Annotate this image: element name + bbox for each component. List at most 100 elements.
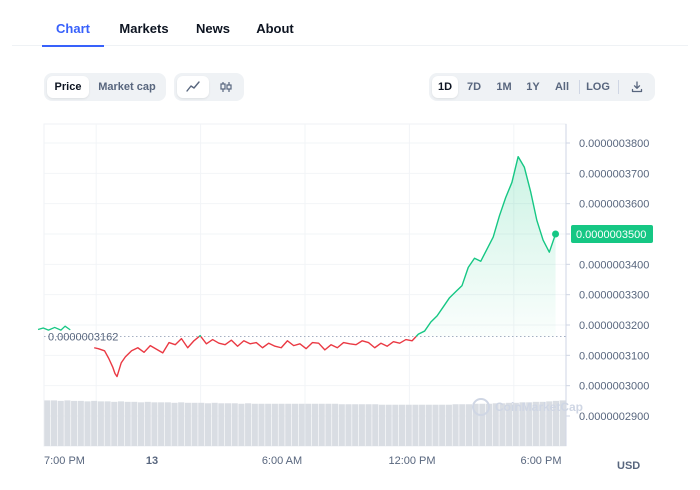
volume-bar [171,402,178,446]
y-tick-label: 0.0000002900 [579,411,649,423]
volume-bar [425,404,432,446]
y-tick-label: 0.0000003300 [579,290,649,302]
tab-markets[interactable]: Markets [119,21,169,36]
candlestick-chart-button[interactable] [211,76,241,98]
y-tick-label: 0.0000003400 [579,259,649,271]
line-chart-button[interactable] [177,76,209,98]
volume-bar [519,402,526,446]
volume-bar [131,401,138,446]
volume-bar [385,404,392,446]
x-tick-label: 13 [146,455,158,467]
y-tick-label: 0.0000003700 [579,168,649,180]
volume-bar [539,401,546,446]
volume-bar [245,403,252,446]
current-price-badge [571,225,653,243]
current-price-dot [552,230,560,238]
price-toggle-button[interactable]: Price [47,76,89,98]
range-7d-button[interactable]: 7D [466,81,482,93]
volume-bar [231,403,238,446]
active-tab-indicator [42,45,104,47]
volume-bar [158,402,165,446]
volume-bar [479,403,486,446]
volume-bar [57,400,64,446]
volume-bar [472,403,479,446]
current-price-label: 0.0000003500 [576,229,646,241]
watermark-text: CoinMarketCap [495,400,583,414]
volume-bar [398,404,406,446]
volume-bar [532,401,539,446]
volume-bar [352,404,359,446]
range-all-button[interactable]: All [554,81,570,93]
range-divider [579,80,580,94]
pre-period-price-line [37,325,71,331]
volume-bar [258,403,265,446]
volume-bar [124,401,131,446]
y-tick-label: 0.0000003200 [579,320,649,332]
volume-bar [552,400,560,446]
volume-bar [419,404,426,446]
y-tick-label: 0.0000003100 [579,350,649,362]
volume-bar [506,402,513,446]
volume-bar [204,403,212,446]
range-1d-button[interactable]: 1D [432,76,458,98]
tab-about[interactable]: About [256,21,294,36]
download-button[interactable] [623,76,651,98]
price-line-up [415,155,557,338]
candlestick-icon [220,82,232,92]
volume-bar [64,400,71,446]
volume-bar [372,404,379,446]
x-tick-label: 6:00 AM [262,455,302,467]
volume-bar [459,404,466,446]
volume-bar [298,403,305,446]
volume-bar [358,404,365,446]
volume-bar [91,400,98,446]
range-1m-button[interactable]: 1M [496,81,512,93]
range-divider [618,80,619,94]
volume-bar [285,403,292,446]
volume-bar [512,402,519,446]
x-tick-label: 12:00 PM [388,455,435,467]
volume-bar [184,402,191,446]
x-tick-label: 7:00 PM [44,455,85,467]
volume-bar [211,402,218,446]
price-line-up [198,334,202,338]
volume-bar [465,404,473,446]
volume-bar [345,404,352,446]
range-1y-button[interactable]: 1Y [526,81,540,93]
volume-bar [392,404,399,446]
volume-bar [485,403,493,446]
line-chart-icon [186,81,200,92]
volume-bar [137,402,145,446]
volume-bar [365,404,372,446]
tab-news[interactable]: News [196,21,230,36]
volume-bar [546,401,553,446]
volume-bar [445,404,452,446]
volume-bar [71,400,78,446]
volume-bar [104,401,111,446]
download-icon [631,81,643,93]
volume-bar [224,403,232,446]
tab-chart[interactable]: Chart [42,12,104,47]
currency-label: USD [617,460,641,472]
volume-bar [178,402,185,446]
volume-bar [311,403,319,446]
volume-bar [325,403,332,446]
volume-bar [84,401,91,446]
volume-bar [405,404,412,446]
volume-bar [526,402,533,446]
volume-bar [144,401,151,446]
market-cap-toggle-button[interactable]: Market cap [98,81,156,93]
volume-bar [559,400,566,446]
volume-bar [50,400,58,446]
volume-bar [97,401,104,446]
volume-bar [378,404,386,446]
volume-bar [238,403,245,446]
volume-bar [332,403,339,446]
y-tick-label: 0.0000003800 [579,138,649,150]
tab-bar: Chart Markets News About [12,12,688,47]
volume-bar [151,402,158,446]
volume-bar [338,404,345,446]
log-scale-button[interactable]: LOG [586,81,610,93]
volume-bar [111,401,118,446]
